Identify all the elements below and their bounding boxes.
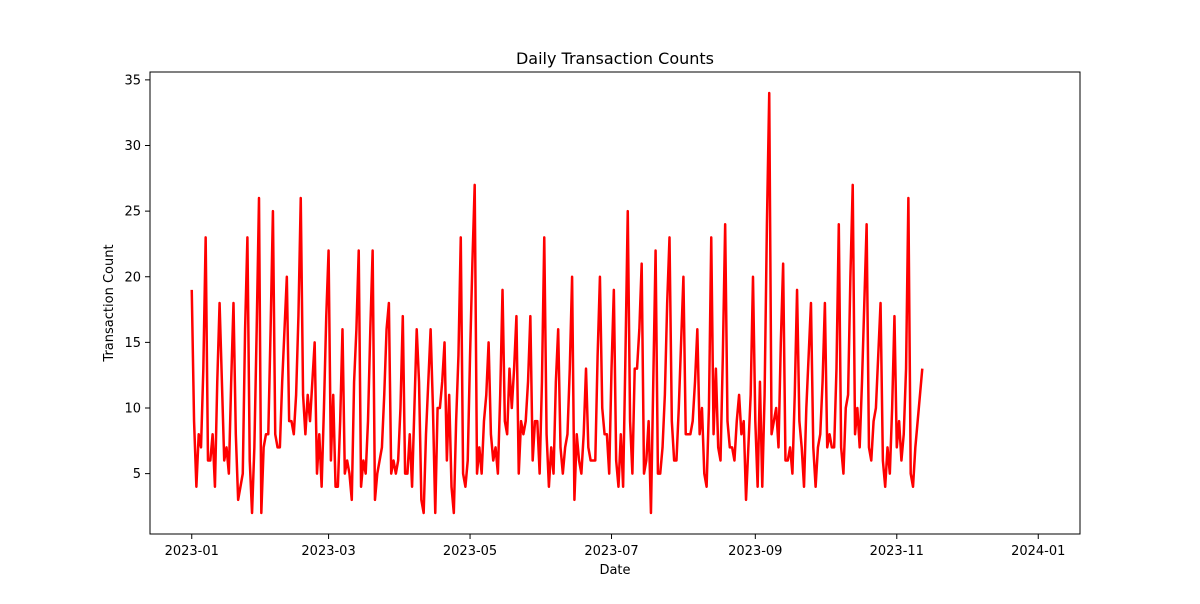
plot-frame	[149, 71, 1081, 535]
x-tick-label: 2023-03	[301, 544, 355, 559]
y-axis-label: Transaction Count	[102, 244, 117, 362]
y-tick-label: 20	[124, 270, 141, 285]
y-tick-label: 25	[124, 205, 141, 220]
x-tick-label: 2023-07	[584, 544, 638, 559]
y-tick-label: 15	[124, 336, 141, 351]
y-tick-label: 35	[124, 73, 141, 88]
series-line	[190, 91, 924, 515]
y-tick-label: 10	[124, 402, 141, 417]
chart-title: Daily Transaction Counts	[516, 49, 714, 68]
x-axis-label: Date	[599, 563, 630, 578]
plot-area	[190, 91, 924, 515]
x-tick-label: 2023-11	[870, 544, 924, 559]
y-tick-label: 30	[124, 139, 141, 154]
x-tick-label: 2023-09	[728, 544, 782, 559]
x-tick-label: 2023-01	[165, 544, 219, 559]
x-tick-label: 2024-01	[1011, 544, 1065, 559]
x-tick-label: 2023-05	[443, 544, 497, 559]
axis-ticks: 2023-01 2023-03 2023-05 2023-07 2023-09 2023-…	[124, 73, 1065, 559]
y-tick-label: 5	[133, 467, 141, 482]
